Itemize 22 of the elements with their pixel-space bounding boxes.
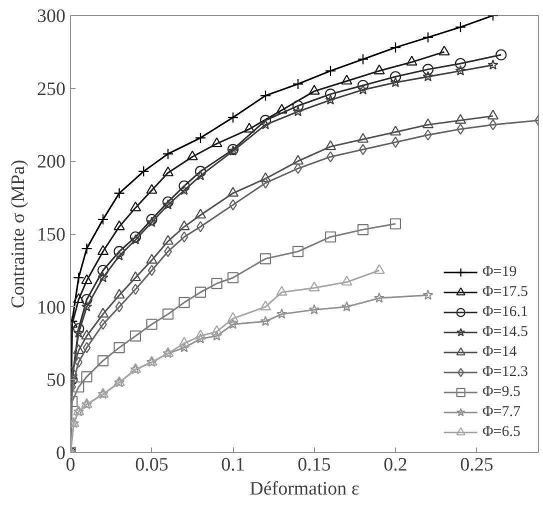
legend-label: Φ=6.5 <box>482 424 520 440</box>
x-tick-label: 0.2 <box>384 454 408 476</box>
x-tick-label: 0.15 <box>298 454 331 476</box>
y-tick-label: 50 <box>46 370 66 392</box>
legend-label: Φ=16.1 <box>482 304 528 320</box>
y-tick-label: 250 <box>37 78 66 100</box>
x-axis-title: Déformation ε <box>250 478 360 500</box>
legend-label: Φ=14 <box>482 344 517 360</box>
legend-label: Φ=9.5 <box>482 384 520 400</box>
x-tick-label: 0.05 <box>135 454 168 476</box>
x-tick-label: 0.25 <box>460 454 494 476</box>
x-tick-label: 0.1 <box>221 454 245 476</box>
legend-label: Φ=7.7 <box>482 404 520 420</box>
y-tick-label: 200 <box>37 152 66 173</box>
legend-label: Φ=14.5 <box>482 324 528 340</box>
legend-label: Φ=17.5 <box>482 284 528 300</box>
legend-label: Φ=12.3 <box>482 364 528 380</box>
y-tick-label: 300 <box>37 6 66 27</box>
y-axis-title: Contrainte σ (MPa) <box>8 160 29 308</box>
y-tick-label: 100 <box>37 297 66 318</box>
y-tick-label: 150 <box>37 224 66 246</box>
legend-label: Φ=19 <box>482 264 517 280</box>
